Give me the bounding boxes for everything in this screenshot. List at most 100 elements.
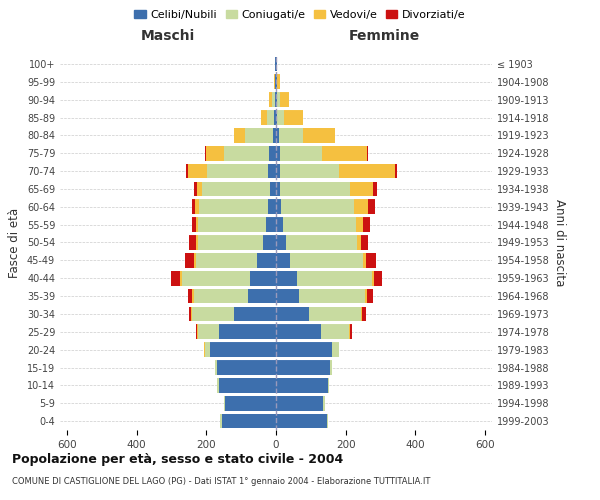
- Bar: [326, 414, 328, 428]
- Bar: [193, 306, 234, 322]
- Bar: [286, 235, 357, 250]
- Bar: [276, 200, 281, 214]
- Bar: [274, 74, 275, 89]
- Bar: [277, 110, 284, 125]
- Bar: [197, 182, 202, 196]
- Bar: [276, 92, 277, 107]
- Bar: [234, 128, 245, 142]
- Bar: [196, 235, 199, 250]
- Bar: [276, 218, 283, 232]
- Bar: [217, 360, 276, 375]
- Bar: [261, 110, 267, 125]
- Bar: [188, 164, 208, 178]
- Bar: [182, 271, 250, 285]
- Bar: [245, 128, 272, 142]
- Bar: [206, 146, 224, 160]
- Bar: [188, 306, 191, 322]
- Bar: [309, 306, 361, 322]
- Bar: [340, 164, 395, 178]
- Bar: [276, 110, 277, 125]
- Bar: [299, 289, 365, 304]
- Bar: [276, 396, 323, 410]
- Bar: [267, 110, 274, 125]
- Bar: [215, 360, 217, 375]
- Y-axis label: Fasce di età: Fasce di età: [8, 208, 21, 278]
- Bar: [187, 164, 188, 178]
- Bar: [363, 253, 366, 268]
- Bar: [196, 218, 199, 232]
- Bar: [284, 110, 303, 125]
- Bar: [192, 218, 196, 232]
- Legend: Celibi/Nubili, Coniugati/e, Vedovi/e, Divorziati/e: Celibi/Nubili, Coniugati/e, Vedovi/e, Di…: [130, 6, 470, 25]
- Bar: [330, 360, 332, 375]
- Bar: [363, 218, 370, 232]
- Bar: [226, 396, 276, 410]
- Bar: [373, 182, 377, 196]
- Bar: [276, 235, 286, 250]
- Bar: [272, 128, 276, 142]
- Bar: [323, 396, 325, 410]
- Bar: [276, 306, 309, 322]
- Bar: [202, 182, 270, 196]
- Bar: [210, 342, 276, 357]
- Bar: [283, 218, 356, 232]
- Bar: [372, 271, 374, 285]
- Bar: [180, 271, 182, 285]
- Y-axis label: Anni di nascita: Anni di nascita: [553, 199, 566, 286]
- Bar: [276, 164, 280, 178]
- Bar: [276, 378, 328, 392]
- Bar: [217, 378, 218, 392]
- Bar: [367, 146, 368, 160]
- Bar: [328, 378, 329, 392]
- Bar: [276, 360, 330, 375]
- Bar: [365, 289, 367, 304]
- Bar: [276, 414, 326, 428]
- Bar: [266, 218, 276, 232]
- Bar: [276, 74, 277, 89]
- Bar: [275, 56, 276, 71]
- Bar: [263, 235, 276, 250]
- Bar: [234, 306, 276, 322]
- Bar: [268, 200, 276, 214]
- Bar: [276, 324, 321, 339]
- Bar: [367, 289, 373, 304]
- Bar: [205, 146, 206, 160]
- Bar: [350, 324, 352, 339]
- Text: Femmine: Femmine: [349, 28, 419, 42]
- Bar: [276, 289, 299, 304]
- Bar: [224, 146, 269, 160]
- Bar: [194, 182, 197, 196]
- Bar: [220, 414, 222, 428]
- Bar: [281, 200, 355, 214]
- Bar: [269, 146, 276, 160]
- Bar: [224, 396, 226, 410]
- Bar: [349, 324, 350, 339]
- Bar: [248, 289, 276, 304]
- Bar: [366, 253, 376, 268]
- Bar: [374, 271, 382, 285]
- Bar: [276, 342, 332, 357]
- Bar: [277, 92, 280, 107]
- Bar: [368, 200, 374, 214]
- Text: COMUNE DI CASTIGLIONE DEL LAGO (PG) - Dati ISTAT 1° gennaio 2004 - Elaborazione : COMUNE DI CASTIGLIONE DEL LAGO (PG) - Da…: [12, 478, 430, 486]
- Bar: [195, 200, 199, 214]
- Bar: [197, 324, 218, 339]
- Bar: [356, 218, 363, 232]
- Bar: [185, 253, 194, 268]
- Bar: [272, 92, 275, 107]
- Bar: [269, 92, 272, 107]
- Bar: [222, 414, 276, 428]
- Bar: [303, 128, 335, 142]
- Bar: [218, 378, 276, 392]
- Bar: [275, 74, 276, 89]
- Bar: [274, 110, 276, 125]
- Bar: [204, 342, 205, 357]
- Bar: [276, 146, 280, 160]
- Text: Maschi: Maschi: [141, 28, 195, 42]
- Bar: [172, 271, 180, 285]
- Bar: [276, 271, 297, 285]
- Bar: [280, 182, 350, 196]
- Bar: [276, 128, 279, 142]
- Bar: [193, 289, 194, 304]
- Bar: [191, 200, 195, 214]
